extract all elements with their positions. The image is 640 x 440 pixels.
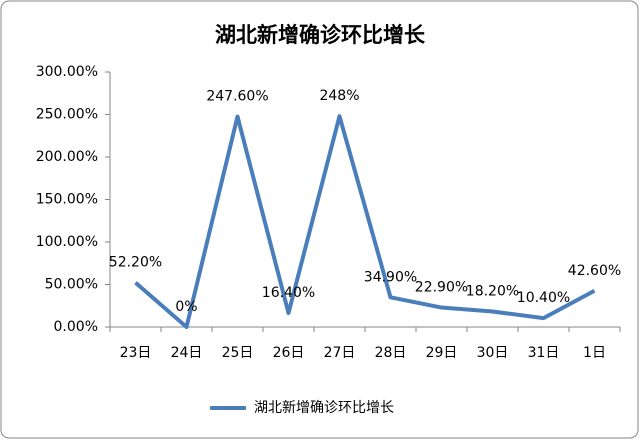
x-tick-label: 30日 bbox=[477, 345, 509, 361]
y-tick-label: 100.00% bbox=[36, 234, 98, 250]
data-label: 34.90% bbox=[364, 269, 417, 285]
y-tick-label: 50.00% bbox=[45, 277, 98, 293]
data-label: 0% bbox=[175, 299, 197, 315]
data-label: 18.20% bbox=[466, 284, 519, 300]
x-tick-label: 31日 bbox=[528, 345, 560, 361]
x-tick-label: 26日 bbox=[273, 345, 305, 361]
line bbox=[134, 114, 596, 329]
legend-label: 湖北新增确诊环比增长 bbox=[254, 400, 394, 416]
data-label: 10.40% bbox=[517, 290, 570, 306]
x-tick-label: 23日 bbox=[120, 345, 152, 361]
y-tick-label: 200.00% bbox=[36, 149, 98, 165]
data-label: 16.40% bbox=[262, 285, 315, 301]
y-tick-label: 150.00% bbox=[36, 192, 98, 208]
data-label: 42.60% bbox=[568, 263, 621, 279]
data-label: 248% bbox=[319, 88, 359, 104]
x-tick-label: 29日 bbox=[426, 345, 458, 361]
y-tick-label: 250.00% bbox=[36, 107, 98, 123]
data-label: 247.60% bbox=[206, 89, 268, 105]
data-label: 52.20% bbox=[109, 255, 162, 271]
chart-title: 湖北新增确诊环比增长 bbox=[215, 23, 426, 47]
x-tick-label: 24日 bbox=[171, 345, 203, 361]
data-label: 22.90% bbox=[415, 280, 468, 296]
x-tick-label: 28日 bbox=[375, 345, 407, 361]
y-tick-label: 0.00% bbox=[54, 319, 98, 335]
y-tick-label: 300.00% bbox=[36, 64, 98, 80]
x-tick-label: 1日 bbox=[583, 345, 606, 361]
x-tick-label: 27日 bbox=[324, 345, 356, 361]
x-tick-label: 25日 bbox=[222, 345, 254, 361]
